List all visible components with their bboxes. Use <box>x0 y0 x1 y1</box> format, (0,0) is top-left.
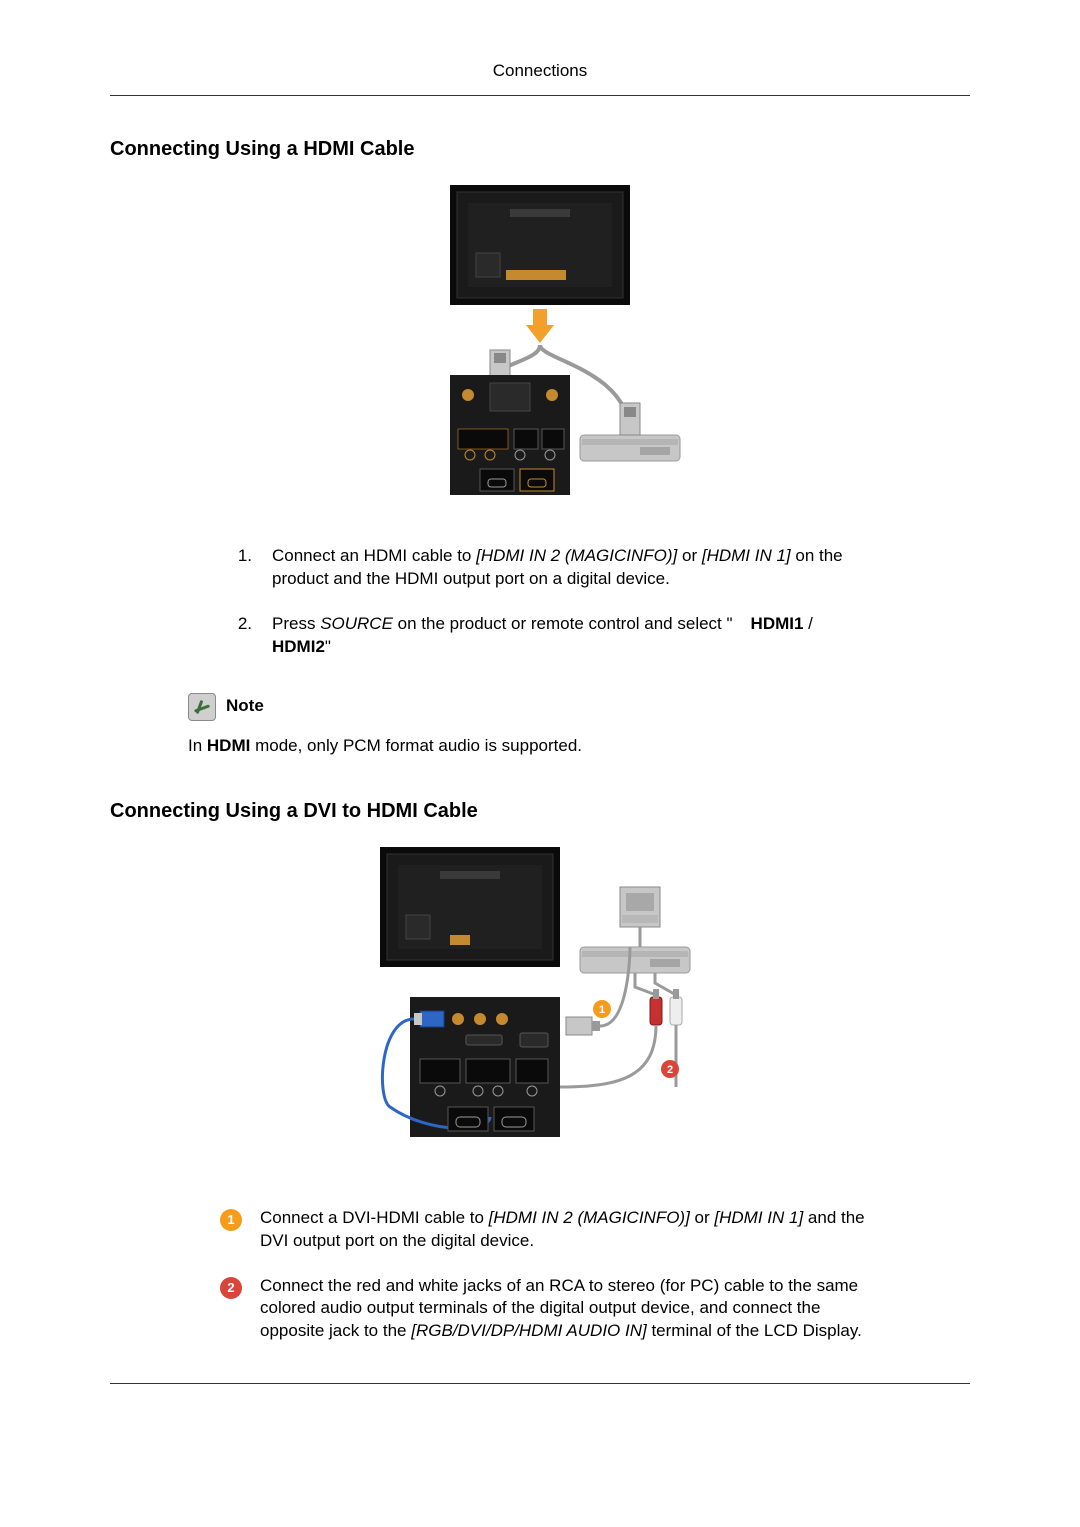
footer-rule <box>110 1383 970 1384</box>
instruction-item: Connect a DVI-HDMI cable to [HDMI IN 2 (… <box>220 1207 880 1253</box>
figure-dvi-hdmi-connection: 1 2 <box>110 847 970 1167</box>
note-label: Note <box>226 695 264 718</box>
header-rule <box>110 95 970 96</box>
step-badge-1 <box>220 1209 242 1231</box>
section-title-hdmi: Connecting Using a HDMI Cable <box>110 136 970 163</box>
svg-text:1: 1 <box>599 1004 605 1016</box>
instruction-list-hdmi: 1. Connect an HDMI cable to [HDMI IN 2 (… <box>230 545 970 659</box>
page-header: Connections <box>110 60 970 83</box>
note-icon <box>188 693 216 721</box>
document-page: Connections Connecting Using a HDMI Cabl… <box>0 0 1080 1444</box>
item-number: 1. <box>230 545 252 591</box>
instruction-list-dvi: Connect a DVI-HDMI cable to [HDMI IN 2 (… <box>220 1207 970 1344</box>
instruction-item: 2. Press SOURCE on the product or remote… <box>230 613 870 659</box>
instruction-item: Connect the red and white jacks of an RC… <box>220 1275 880 1344</box>
section-title-dvi-hdmi: Connecting Using a DVI to HDMI Cable <box>110 798 970 825</box>
note-heading: Note <box>188 693 970 721</box>
instruction-item: 1. Connect an HDMI cable to [HDMI IN 2 (… <box>230 545 870 591</box>
note-text: In HDMI mode, only PCM format audio is s… <box>188 735 908 758</box>
figure-hdmi-connection <box>110 185 970 505</box>
item-number: 2. <box>230 613 252 659</box>
step-badge-2 <box>220 1277 242 1299</box>
svg-text:2: 2 <box>667 1064 673 1076</box>
